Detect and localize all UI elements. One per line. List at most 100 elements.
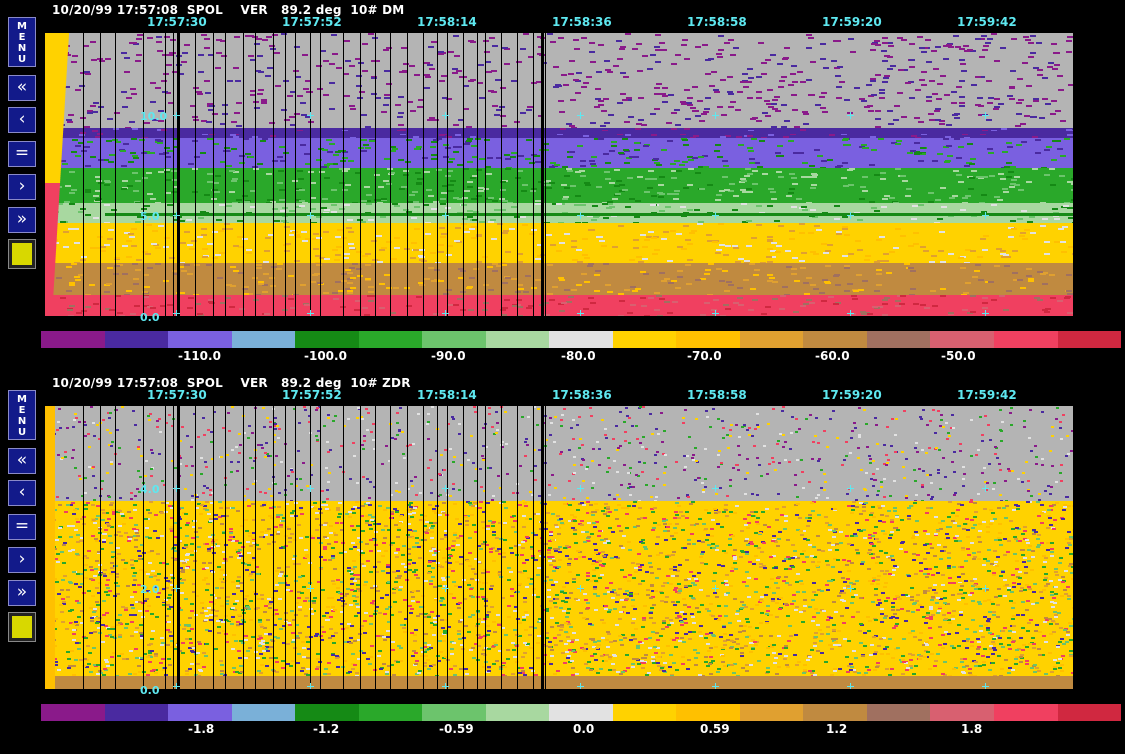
- time-label: 17:59:20: [822, 388, 882, 402]
- colorbar-cell: [612, 331, 677, 348]
- time-label: 17:57:52: [282, 15, 342, 29]
- left-icon: ‹: [18, 482, 26, 502]
- range-label: 2.0: [140, 583, 160, 596]
- colorbar-cell: [168, 331, 232, 348]
- panel-header: 10/20/99 17:57:08 SPOL VER 89.2 deg 10# …: [52, 3, 405, 17]
- range-label: 5.0: [140, 210, 160, 223]
- colorbar-label: -50.0: [941, 349, 976, 363]
- time-label: 17:59:42: [957, 388, 1017, 402]
- double-left-icon: «: [16, 77, 28, 97]
- forward-fast-button[interactable]: »: [8, 207, 36, 233]
- range-label: 0.0: [140, 311, 160, 324]
- range-label: 10.0: [140, 110, 168, 123]
- left-icon: ‹: [18, 109, 26, 129]
- colorbar-label: -100.0: [304, 349, 347, 363]
- colorbar-cell: [422, 331, 486, 348]
- time-label: 17:58:36: [552, 388, 612, 402]
- radar-panel-dm: 10/20/99 17:57:08 SPOL VER 89.2 deg 10# …: [8, 3, 1122, 363]
- colorbar-cell: [612, 704, 677, 721]
- swatch-color: [12, 243, 32, 265]
- equals-icon: =: [14, 143, 30, 163]
- colorbar-cell: [358, 331, 423, 348]
- colorbar-cell: [803, 331, 867, 348]
- colorbar-cell: [676, 704, 740, 721]
- time-label: 17:58:58: [687, 388, 747, 402]
- colorbar-cell: [295, 704, 359, 721]
- step-forward-button[interactable]: ›: [8, 174, 36, 200]
- step-forward-button[interactable]: ›: [8, 547, 36, 573]
- colorbar-cell: [231, 704, 296, 721]
- equals-icon: =: [14, 516, 30, 536]
- range-label: 4.0: [140, 483, 160, 496]
- colorbar-dm: [41, 331, 1122, 348]
- colorbar-cell: [676, 331, 740, 348]
- colorbar-cell: [104, 704, 169, 721]
- right-icon: ›: [18, 549, 26, 569]
- colorbar-cell: [422, 704, 486, 721]
- rewind-fast-button[interactable]: «: [8, 75, 36, 101]
- colorbar-label: -110.0: [178, 349, 221, 363]
- time-label: 17:58:14: [417, 388, 477, 402]
- rewind-fast-button[interactable]: «: [8, 448, 36, 474]
- colorbar-cell: [485, 704, 550, 721]
- color-swatch-button[interactable]: [8, 612, 36, 642]
- swatch-color: [12, 616, 32, 638]
- colorbar-label: -1.2: [313, 722, 340, 736]
- colorbar-cell: [1057, 331, 1122, 348]
- colorbar-zdr: [41, 704, 1122, 721]
- colorbar-label: -1.8: [188, 722, 215, 736]
- colorbar-cell: [739, 331, 804, 348]
- colorbar-label: -80.0: [561, 349, 596, 363]
- radar-plot-dm[interactable]: [45, 33, 1073, 316]
- double-right-icon: »: [16, 582, 28, 602]
- colorbar-cell: [41, 331, 105, 348]
- colorbar-cell: [930, 704, 994, 721]
- time-label: 17:58:36: [552, 15, 612, 29]
- colorbar-label: -0.59: [439, 722, 474, 736]
- colorbar-label: 1.8: [961, 722, 983, 736]
- right-icon: ›: [18, 176, 26, 196]
- colorbar-cell: [866, 331, 931, 348]
- step-back-button[interactable]: ‹: [8, 107, 36, 133]
- radar-plot-zdr[interactable]: [45, 406, 1073, 689]
- time-label: 17:59:42: [957, 15, 1017, 29]
- pause-button[interactable]: =: [8, 514, 36, 540]
- colorbar-cell: [485, 331, 550, 348]
- colorbar-label: -90.0: [431, 349, 466, 363]
- color-swatch-button[interactable]: [8, 239, 36, 269]
- pause-button[interactable]: =: [8, 141, 36, 167]
- radar-image: [45, 406, 1073, 689]
- colorbar-cell: [549, 331, 613, 348]
- radar-panel-zdr: 10/20/99 17:57:08 SPOL VER 89.2 deg 10# …: [0, 373, 1125, 750]
- colorbar-cell: [358, 704, 423, 721]
- colorbar-cell: [866, 704, 931, 721]
- colorbar-cell: [104, 331, 169, 348]
- colorbar-cell: [993, 704, 1058, 721]
- colorbar-label: 0.59: [700, 722, 730, 736]
- colorbar-label: -60.0: [815, 349, 850, 363]
- time-label: 17:57:30: [147, 388, 207, 402]
- step-back-button[interactable]: ‹: [8, 480, 36, 506]
- colorbar-label: 0.0: [573, 722, 595, 736]
- colorbar-cell: [41, 704, 105, 721]
- time-label: 17:58:14: [417, 15, 477, 29]
- colorbar-cell: [168, 704, 232, 721]
- colorbar-label: 1.2: [826, 722, 848, 736]
- time-label: 17:57:52: [282, 388, 342, 402]
- colorbar-cell: [1057, 704, 1122, 721]
- colorbar-cell: [549, 704, 613, 721]
- double-right-icon: »: [16, 209, 28, 229]
- colorbar-cell: [993, 331, 1058, 348]
- colorbar-cell: [739, 704, 804, 721]
- time-label: 17:57:30: [147, 15, 207, 29]
- time-label: 17:59:20: [822, 15, 882, 29]
- range-label: 0.0: [140, 684, 160, 697]
- forward-fast-button[interactable]: »: [8, 580, 36, 606]
- colorbar-label: -70.0: [687, 349, 722, 363]
- panel-header: 10/20/99 17:57:08 SPOL VER 89.2 deg 10# …: [52, 376, 411, 390]
- radar-image: [45, 33, 1073, 316]
